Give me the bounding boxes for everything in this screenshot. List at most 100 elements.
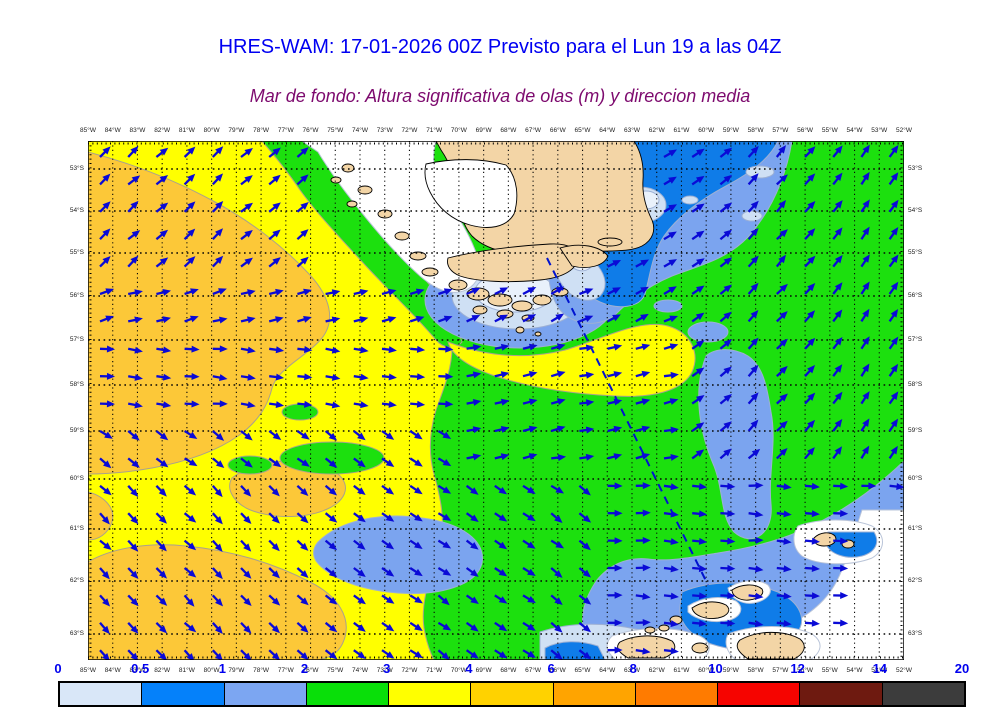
lat-label-right: 57°S: [908, 336, 923, 343]
beagle-islet-4: [511, 300, 533, 312]
colorbar-value: 20: [954, 661, 970, 676]
lon-label-top: 68°W: [500, 127, 517, 134]
green-lobe-1: [279, 441, 385, 475]
colorbar-segment-5: [470, 683, 553, 705]
antarctic-tip-1: [617, 635, 676, 659]
colorbar-value: 6: [547, 661, 555, 676]
lon-label-top: 75°W: [327, 127, 344, 134]
lon-label-bottom: 78°W: [253, 667, 270, 674]
fjord-islet-1: [341, 163, 355, 173]
colorbar-value: 10: [708, 661, 723, 676]
lon-label-bottom: 77°W: [277, 667, 294, 674]
antarctic-tip-2: [736, 631, 805, 660]
cape-horn-islet-2: [515, 326, 525, 334]
lon-label-bottom: 81°W: [178, 667, 195, 674]
colorbar-value: 1: [218, 661, 226, 676]
lat-label-right: 62°S: [908, 577, 923, 584]
colorbar-segment-4: [388, 683, 471, 705]
lat-label-left: 58°S: [69, 381, 84, 388]
lon-label-bottom: 65°W: [574, 667, 591, 674]
shetland-islet-4: [658, 624, 670, 632]
page-title: HRES-WAM: 17-01-2026 00Z Previsto para e…: [218, 36, 782, 58]
lon-label-bottom: 53°W: [871, 667, 888, 674]
lon-label-top: 77°W: [277, 127, 294, 134]
dashed-track-line: [546, 257, 709, 586]
colorbar-segment-10: [881, 683, 964, 705]
lon-label-bottom: 82°W: [154, 667, 171, 674]
lon-label-top: 71°W: [426, 127, 443, 134]
lon-label-bottom: 79°W: [228, 667, 245, 674]
lon-label-top: 85°W: [80, 127, 96, 134]
lon-label-top: 65°W: [574, 127, 591, 134]
lon-label-bottom: 85°W: [80, 667, 96, 674]
lat-label-left: 56°S: [69, 292, 84, 299]
lon-label-top: 59°W: [722, 127, 739, 134]
fjord-islet-8: [421, 267, 439, 277]
page-subtitle: Mar de fondo: Altura significativa de ol…: [249, 86, 751, 106]
lon-label-top: 69°W: [475, 127, 492, 134]
wave-forecast-map: [87, 140, 905, 662]
lon-label-bottom: 52°W: [896, 667, 912, 674]
lon-label-top: 52°W: [896, 127, 912, 134]
lon-label-bottom: 63°W: [624, 667, 640, 674]
colorbar-segment-9: [799, 683, 882, 705]
colorbar-segment-7: [634, 683, 718, 705]
lat-label-left: 60°S: [69, 475, 84, 482]
lat-label-right: 63°S: [908, 630, 923, 637]
lon-label-top: 84°W: [104, 127, 121, 134]
wave-direction-arrows: [99, 144, 905, 662]
lon-label-bottom: 59°W: [722, 667, 739, 674]
lon-label-bottom: 73°W: [376, 667, 393, 674]
lon-label-top: 72°W: [401, 127, 418, 134]
cornflower-patch-1: [653, 299, 683, 313]
lon-label-top: 58°W: [747, 127, 764, 134]
fjord-islet-4: [394, 231, 410, 241]
colorbar-value: 3: [383, 661, 391, 676]
cape-horn-islet-3: [534, 331, 542, 337]
lon-label-top: 53°W: [871, 127, 888, 134]
lon-label-top: 78°W: [253, 127, 270, 134]
colorbar-segment-6: [552, 683, 635, 705]
colorbar-segment-0: [60, 683, 142, 705]
lon-label-bottom: 74°W: [352, 667, 368, 674]
pale-speck-1: [745, 165, 775, 179]
small-islet-bottom: [644, 626, 656, 634]
wave-height-colorbar: [58, 681, 966, 707]
lat-label-left: 63°S: [69, 630, 84, 637]
lon-label-top: 64°W: [599, 127, 616, 134]
lat-label-left: 54°S: [69, 207, 84, 214]
lon-label-bottom: 76°W: [302, 667, 319, 674]
lon-label-top: 79°W: [228, 127, 245, 134]
lon-label-top: 67°W: [525, 127, 542, 134]
lon-label-bottom: 60°W: [698, 667, 715, 674]
lon-label-top: 66°W: [549, 127, 566, 134]
lon-label-top: 70°W: [450, 127, 467, 134]
gold-left-small: [88, 491, 114, 541]
colorbar-value: 14: [872, 661, 888, 676]
colorbar-value: 2: [300, 661, 309, 676]
lat-label-left: 61°S: [69, 525, 84, 532]
fjord-islet-7: [330, 176, 342, 184]
tdf-east-lobe: [559, 244, 609, 268]
colorbar-value: 0: [54, 661, 62, 676]
antarctic-islet: [691, 642, 709, 654]
lat-label-left: 57°S: [69, 336, 84, 343]
lon-label-top: 63°W: [624, 127, 640, 134]
lon-label-top: 81°W: [178, 127, 195, 134]
lat-label-right: 60°S: [908, 475, 923, 482]
beagle-islet-3: [487, 293, 513, 307]
lon-label-bottom: 69°W: [475, 667, 492, 674]
lat-label-right: 61°S: [908, 525, 923, 532]
lon-label-bottom: 66°W: [549, 667, 566, 674]
lat-label-left: 53°S: [69, 165, 84, 172]
fjord-islet-3: [377, 209, 393, 219]
lon-label-bottom: 61°W: [673, 667, 690, 674]
beagle-islet-7: [472, 305, 488, 315]
green-lobe-3: [281, 403, 319, 421]
lon-label-bottom: 72°W: [401, 667, 418, 674]
graticule: [87, 141, 905, 660]
colorbar-segment-8: [717, 683, 800, 705]
lat-label-right: 54°S: [908, 207, 923, 214]
lon-label-bottom: 70°W: [450, 667, 467, 674]
